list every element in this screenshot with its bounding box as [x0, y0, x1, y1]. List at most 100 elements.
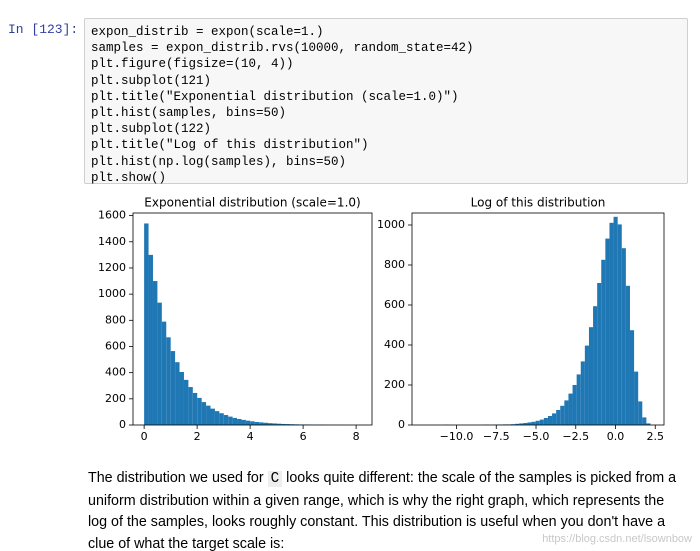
y-tick-label: 1000	[98, 287, 126, 300]
code-line: plt.subplot(121)	[91, 73, 212, 88]
histogram-bar	[281, 423, 286, 425]
histogram-bar	[519, 423, 524, 425]
histogram-bar	[148, 254, 153, 425]
y-tick-label: 1600	[98, 209, 126, 222]
histogram-bar	[272, 423, 277, 425]
histogram-bar	[157, 302, 162, 425]
y-tick-label: 200	[384, 378, 405, 391]
histogram-bar	[179, 372, 184, 425]
x-tick-label: 2	[194, 430, 201, 443]
y-tick-label: 600	[384, 298, 405, 311]
y-tick-label: 600	[105, 339, 126, 352]
histogram-bar	[638, 401, 643, 425]
histogram-bar	[241, 419, 246, 425]
histogram-bar	[613, 216, 618, 425]
histogram-bar	[170, 351, 176, 425]
histogram-bar	[527, 422, 532, 425]
histogram-bar	[556, 410, 561, 425]
histogram-bar	[188, 387, 193, 425]
cell-prompt: In [123]:	[8, 22, 79, 37]
histogram-bar	[276, 423, 282, 425]
histogram-bar	[285, 424, 291, 425]
histogram-bar	[642, 417, 647, 425]
y-tick-label: 400	[384, 338, 405, 351]
x-tick-label: 0.0	[607, 430, 625, 443]
histogram-bar	[237, 418, 242, 425]
histogram-bar	[219, 413, 224, 425]
histogram-bar	[634, 371, 639, 425]
histogram-bar	[646, 423, 651, 425]
code-line: plt.figure(figsize=(10, 4))	[91, 57, 294, 72]
histogram-bar	[523, 423, 528, 425]
histogram-bar	[580, 361, 585, 425]
chart-title: Exponential distribution (scale=1.0)	[144, 196, 360, 210]
code-block: expon_distrib = expon(scale=1.) samples =…	[91, 24, 681, 186]
inline-code: C	[267, 471, 283, 487]
y-tick-label: 400	[105, 366, 126, 379]
histogram-bar	[263, 422, 269, 425]
histogram-bar	[144, 223, 149, 425]
y-tick-label: 1000	[377, 218, 405, 231]
code-line: samples = expon_distrib.rvs(10000, rando…	[91, 41, 474, 56]
histogram-bar	[593, 306, 598, 425]
x-tick-label: 0	[141, 430, 148, 443]
histogram-bar	[223, 415, 229, 425]
histogram-bar	[605, 238, 610, 425]
histogram-bar	[210, 408, 215, 425]
histogram-bar	[560, 405, 565, 425]
histogram-bar	[621, 248, 626, 425]
histogram-bar	[152, 281, 158, 425]
code-line: plt.hist(samples, bins=50)	[91, 106, 287, 121]
histogram-bar	[201, 402, 207, 425]
x-tick-label: −7.5	[483, 430, 510, 443]
histogram-bar	[617, 224, 622, 425]
code-line: plt.title("Exponential distribution (sca…	[91, 89, 459, 104]
histogram-bar	[228, 416, 233, 425]
histogram-bar	[250, 421, 255, 425]
axes-frame	[411, 212, 665, 426]
histogram-bar	[625, 285, 630, 425]
histogram-bar	[214, 411, 220, 425]
histogram-bar	[535, 420, 540, 425]
histogram-bar	[183, 379, 189, 425]
code-line: plt.title("Log of this distribution")	[91, 138, 369, 153]
y-tick-label: 200	[105, 392, 126, 405]
y-tick-label: 800	[105, 313, 126, 326]
histogram-bar	[531, 421, 536, 425]
histogram-bar	[576, 374, 581, 425]
code-cell[interactable]: expon_distrib = expon(scale=1.) samples =…	[84, 18, 688, 186]
x-tick-label: 6	[300, 430, 307, 443]
histogram-bar	[552, 413, 557, 425]
x-tick-label: −10.0	[440, 430, 474, 443]
histogram-bar	[584, 345, 589, 425]
watermark: https://blog.csdn.net/lsownbow	[542, 533, 692, 545]
y-tick-label: 800	[384, 258, 405, 271]
histogram-bar	[588, 327, 594, 425]
chart-title: Log of this distribution	[471, 196, 606, 210]
histogram-bar	[254, 421, 260, 425]
histogram-bar	[175, 362, 180, 425]
histogram-bar	[568, 393, 573, 425]
histogram-bar	[197, 397, 202, 425]
histogram-bar	[161, 321, 167, 425]
x-tick-label: −5.0	[523, 430, 550, 443]
histogram-bar	[192, 392, 198, 425]
code-line: expon_distrib = expon(scale=1.)	[91, 25, 324, 39]
axes-frame	[132, 212, 373, 426]
histogram-bar	[564, 400, 569, 425]
y-tick-label: 1400	[98, 235, 126, 248]
x-tick-label: 4	[247, 430, 254, 443]
histogram-bar	[597, 283, 602, 425]
text: The distribution we used for	[88, 470, 268, 486]
code-line: plt.subplot(122)	[91, 122, 212, 137]
x-tick-label: −2.5	[562, 430, 589, 443]
y-tick-label: 1200	[98, 261, 126, 274]
code-line: plt.hist(np.log(samples), bins=50)	[91, 154, 347, 169]
plots: Exponential distribution (scale=1.0) 0 2 4 6…	[98, 196, 665, 443]
code-line: plt.show()	[91, 170, 167, 185]
histogram-bar	[601, 259, 606, 425]
histogram-bar	[206, 405, 211, 425]
y-tick-label: 0	[119, 418, 126, 431]
histogram-bar	[572, 385, 577, 425]
